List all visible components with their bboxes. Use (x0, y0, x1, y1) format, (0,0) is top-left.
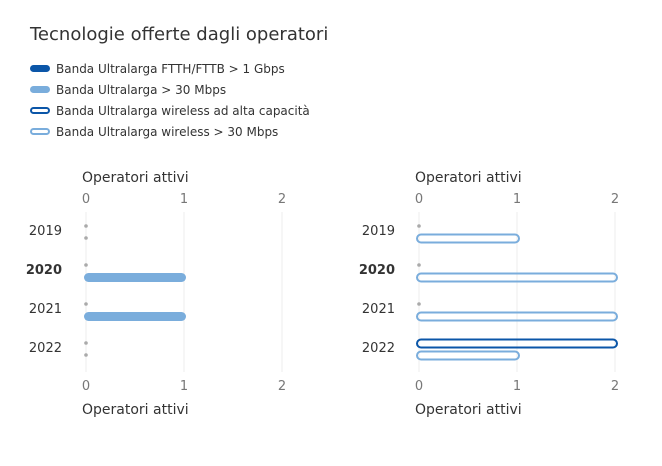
x-axis-title-top: Operatori attivi (415, 170, 522, 186)
bar (416, 311, 618, 322)
legend-item: Banda Ultralarga wireless > 30 Mbps (30, 121, 310, 142)
legend-item: Banda Ultralarga > 30 Mbps (30, 79, 310, 100)
y-tick-label: 2019 (29, 224, 62, 239)
zero-value-dot (84, 341, 88, 345)
x-tick-label-bottom: 0 (415, 379, 423, 394)
x-axis-title-bottom: Operatori attivi (415, 402, 522, 418)
x-tick-label-top: 0 (82, 192, 90, 207)
zero-value-dot (84, 236, 88, 240)
legend-label: Banda Ultralarga wireless > 30 Mbps (56, 124, 279, 139)
x-tick-label-top: 1 (513, 192, 521, 207)
bar (416, 350, 520, 361)
y-tick-label: 2022 (362, 341, 395, 356)
legend-label: Banda Ultralarga wireless ad alta capaci… (56, 103, 310, 118)
zero-value-dot (84, 263, 88, 267)
x-tick-label-bottom: 1 (513, 379, 521, 394)
legend-item: Banda Ultralarga wireless ad alta capaci… (30, 100, 310, 121)
bar (84, 273, 186, 282)
legend-label: Banda Ultralarga FTTH/FTTB > 1 Gbps (56, 61, 285, 76)
legend-swatch (30, 128, 50, 135)
bar (416, 233, 520, 244)
legend-item: Banda Ultralarga FTTH/FTTB > 1 Gbps (30, 58, 310, 79)
zero-value-dot (417, 263, 421, 267)
y-tick-label: 2020 (26, 263, 62, 278)
bar (416, 272, 618, 283)
chart-title: Tecnologie offerte dagli operatori (30, 24, 329, 46)
x-tick-label-bottom: 1 (180, 379, 188, 394)
legend-swatch (30, 65, 50, 72)
zero-value-dot (417, 302, 421, 306)
x-tick-label-bottom: 0 (82, 379, 90, 394)
bar (84, 312, 186, 321)
x-tick-label-top: 2 (611, 192, 619, 207)
x-tick-label-bottom: 2 (278, 379, 286, 394)
legend: Banda Ultralarga FTTH/FTTB > 1 Gbps Band… (30, 58, 310, 142)
x-axis-title-bottom: Operatori attivi (82, 402, 189, 418)
zero-value-dot (84, 224, 88, 228)
y-tick-label: 2020 (359, 263, 395, 278)
legend-swatch (30, 107, 50, 114)
legend-label: Banda Ultralarga > 30 Mbps (56, 82, 227, 97)
y-tick-label: 2021 (362, 302, 395, 317)
x-tick-label-top: 0 (415, 192, 423, 207)
legend-swatch (30, 86, 50, 93)
zero-value-dot (84, 302, 88, 306)
x-axis-title-top: Operatori attivi (82, 170, 189, 186)
y-tick-label: 2022 (29, 341, 62, 356)
x-tick-label-top: 2 (278, 192, 286, 207)
zero-value-dot (84, 353, 88, 357)
y-tick-label: 2019 (362, 224, 395, 239)
zero-value-dot (417, 224, 421, 228)
x-tick-label-bottom: 2 (611, 379, 619, 394)
y-tick-label: 2021 (29, 302, 62, 317)
x-tick-label-top: 1 (180, 192, 188, 207)
bar (416, 338, 618, 349)
